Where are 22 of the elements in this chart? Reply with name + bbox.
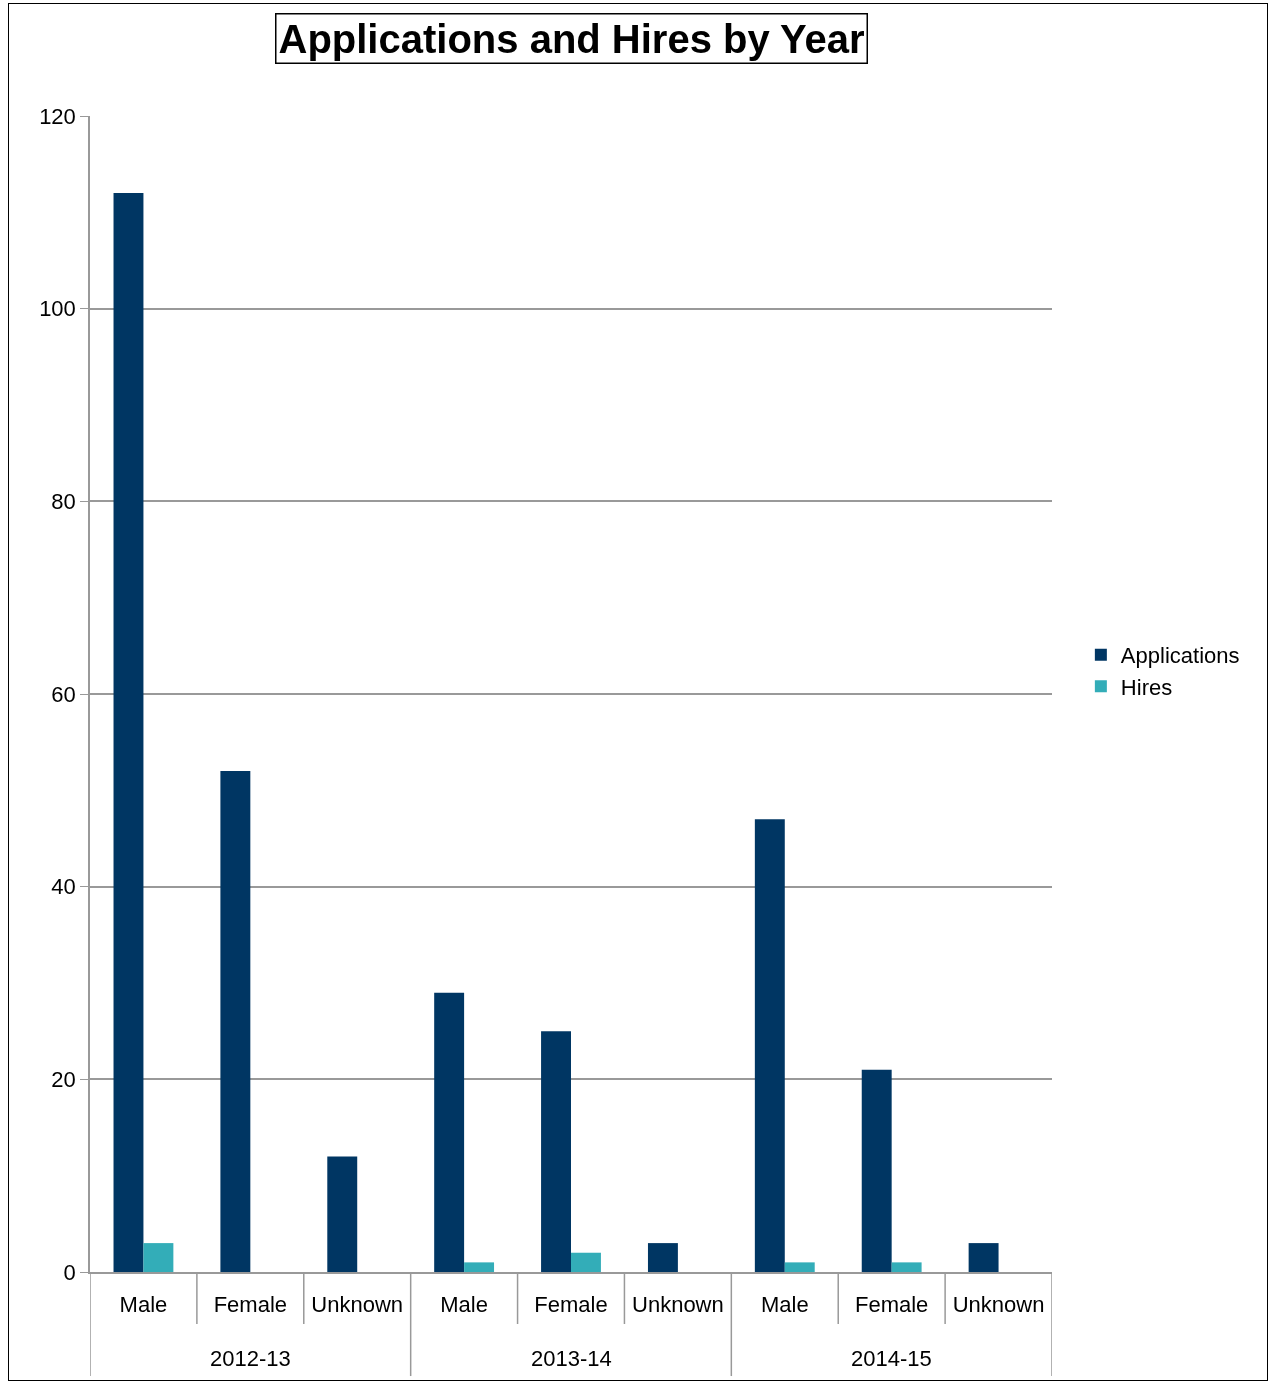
x-tick-label: Female	[534, 1292, 608, 1318]
legend-label: Applications	[1120, 643, 1240, 669]
x-tick-label: Male	[440, 1292, 488, 1318]
x-tick-label: Female	[854, 1292, 929, 1318]
legend-label: Hires	[1120, 674, 1173, 700]
y-tick-label: 20	[51, 1067, 76, 1093]
x-tick-label: Male	[760, 1292, 809, 1318]
y-tick-label: 100	[39, 296, 76, 322]
y-tick-label: 0	[63, 1259, 76, 1285]
y-tick-label: 80	[51, 489, 76, 515]
x-tick-label: Female	[213, 1292, 288, 1318]
text: 2012-13	[210, 1346, 291, 1371]
y-tick-label: 120	[39, 103, 76, 129]
x-tick-label: Unknown	[311, 1292, 404, 1318]
text: 2014-15	[851, 1346, 932, 1371]
y-tick-label: 60	[51, 681, 76, 707]
chart-title: Applications and Hires by Year	[278, 16, 865, 61]
x-tick-label: Male	[119, 1292, 168, 1318]
text: 2013-14	[531, 1346, 612, 1371]
y-tick-label: 40	[51, 874, 76, 900]
x-tick-label: Unknown	[952, 1292, 1045, 1318]
x-tick-label: Unknown	[632, 1292, 724, 1318]
